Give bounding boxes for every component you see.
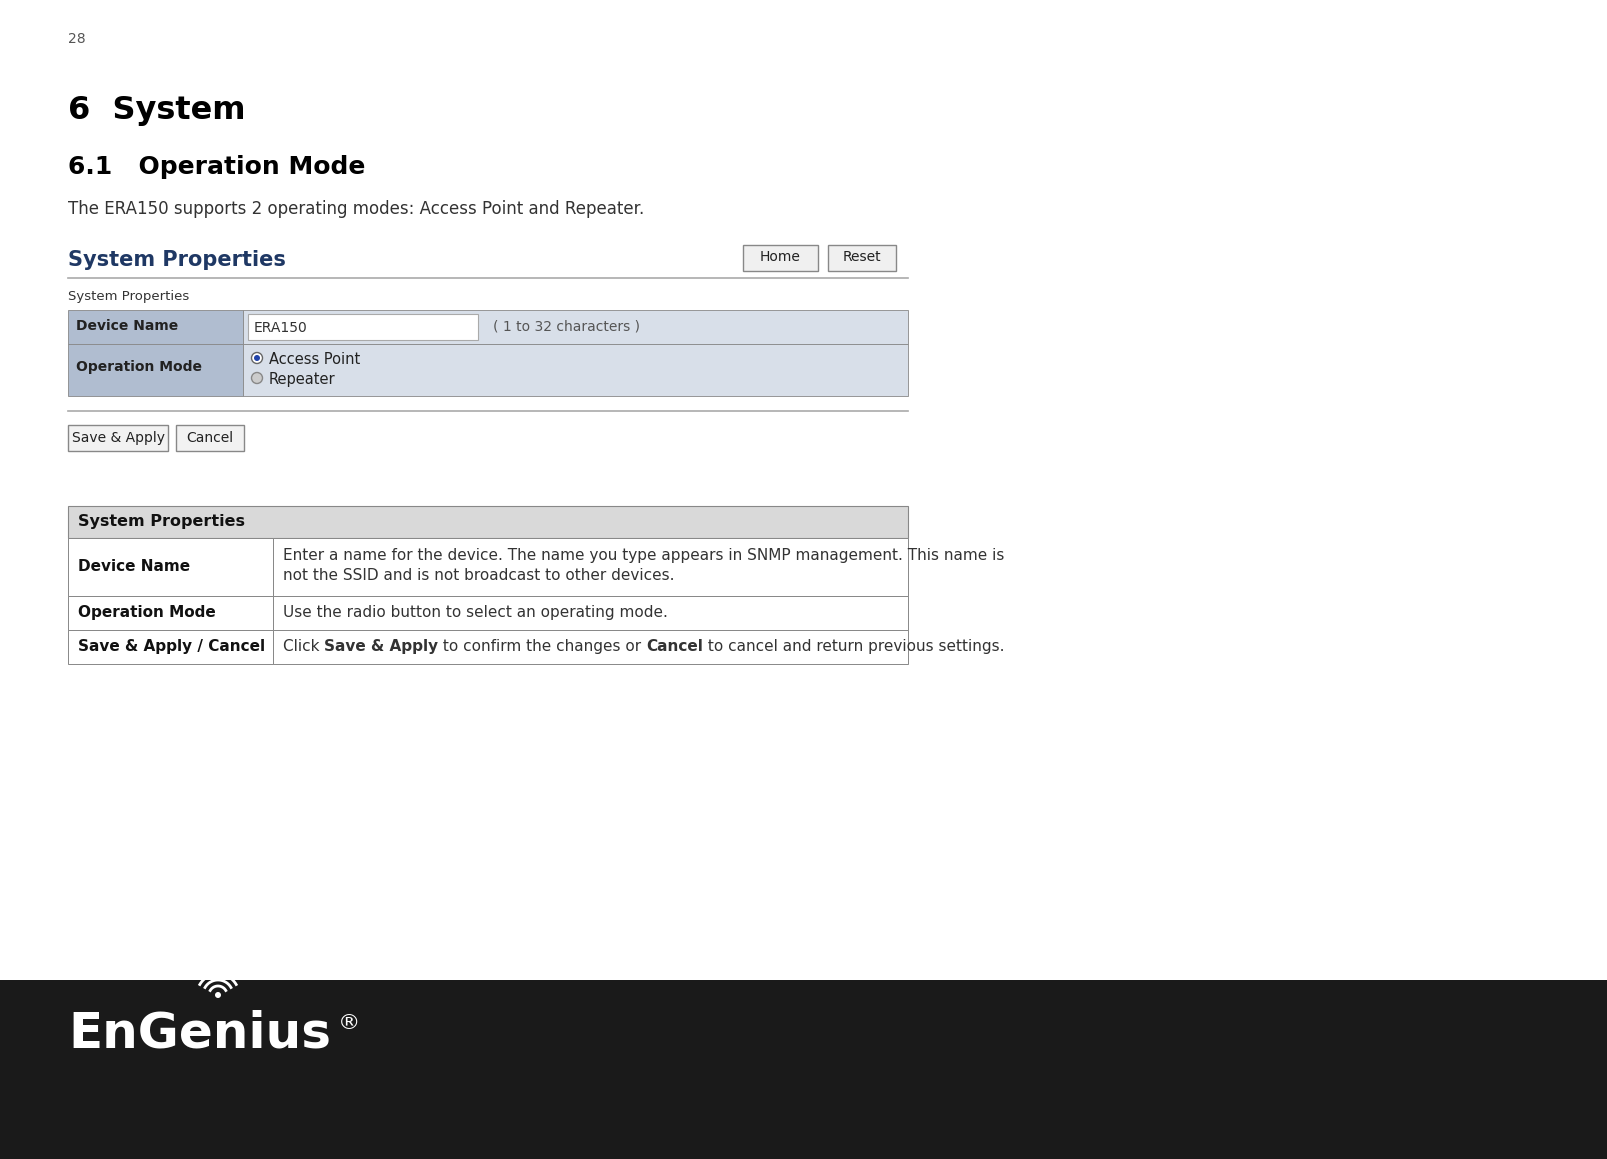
Bar [828,245,897,271]
Text: to cancel and return previous settings.: to cancel and return previous settings. [704,639,1004,654]
Text: System Properties: System Properties [67,290,190,302]
Text: Save & Apply: Save & Apply [325,639,439,654]
Text: ®: ® [337,1013,360,1033]
Bar [67,309,243,344]
Circle shape [252,372,262,384]
Text: Operation Mode: Operation Mode [79,605,215,620]
Text: System Properties: System Properties [79,513,244,529]
Text: Repeater: Repeater [268,372,336,387]
Bar [273,596,908,630]
Text: EnGenius: EnGenius [67,1009,331,1058]
Text: Home: Home [760,250,800,264]
Text: 6  System: 6 System [67,95,246,126]
Text: Reset: Reset [842,250,881,264]
Text: Device Name: Device Name [76,319,178,333]
Text: ERA150: ERA150 [254,321,309,335]
Text: to confirm the changes or: to confirm the changes or [439,639,646,654]
Text: The ERA150 supports 2 operating modes: Access Point and Repeater.: The ERA150 supports 2 operating modes: A… [67,201,644,218]
Text: 6.1   Operation Mode: 6.1 Operation Mode [67,155,365,178]
Bar [67,596,273,630]
Text: not the SSID and is not broadcast to other devices.: not the SSID and is not broadcast to oth… [283,568,675,583]
Text: Operation Mode: Operation Mode [76,360,202,374]
Text: Use the radio button to select an operating mode.: Use the radio button to select an operat… [283,605,669,620]
Bar [243,309,908,344]
Text: System Properties: System Properties [67,250,286,270]
Text: Save & Apply: Save & Apply [71,431,164,445]
Text: Cancel: Cancel [186,431,233,445]
Bar [67,538,273,596]
Text: Save & Apply / Cancel: Save & Apply / Cancel [79,639,265,654]
Bar [247,314,477,340]
Text: Device Name: Device Name [79,559,190,574]
Text: Click: Click [283,639,325,654]
Circle shape [215,992,222,998]
Text: Enter a name for the device. The name you type appears in SNMP management. This : Enter a name for the device. The name yo… [283,548,1004,563]
Text: Access Point: Access Point [268,352,360,367]
Bar [67,506,908,538]
Circle shape [252,352,262,364]
Bar [177,425,244,451]
Bar [67,630,273,664]
Bar [273,630,908,664]
Bar [0,981,1607,1159]
Bar [243,344,908,396]
Bar [67,425,169,451]
Bar [273,538,908,596]
Text: 28: 28 [67,32,85,46]
Circle shape [254,355,260,360]
Text: Cancel: Cancel [646,639,704,654]
Bar [67,344,243,396]
Text: ( 1 to 32 characters ): ( 1 to 32 characters ) [493,319,640,333]
Bar [742,245,818,271]
